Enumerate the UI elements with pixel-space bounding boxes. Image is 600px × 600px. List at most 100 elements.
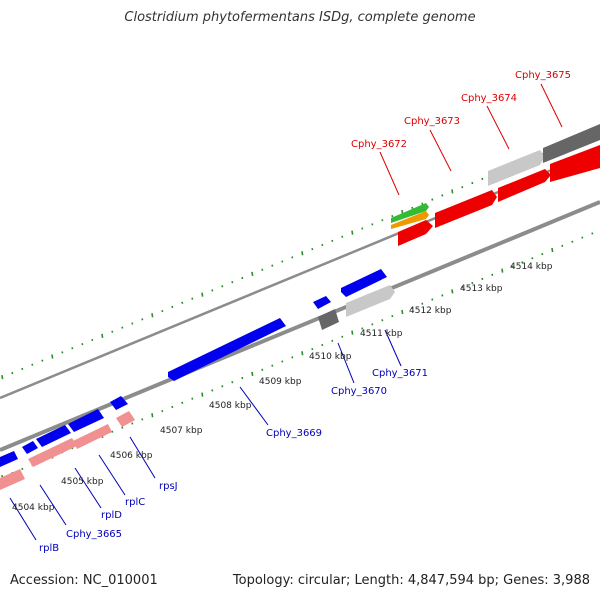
- kbp-label: 4512 kbp: [409, 306, 452, 316]
- gene-arrow[interactable]: [435, 190, 497, 228]
- minor-tick: [181, 401, 184, 404]
- kbp-label: 4508 kbp: [209, 401, 252, 411]
- gene-group-forward: [391, 124, 600, 246]
- kbp-label: 4505 kbp: [61, 477, 104, 487]
- gene-label[interactable]: Cphy_3673: [404, 116, 460, 127]
- minor-tick: [171, 305, 174, 309]
- gene-arrow[interactable]: [168, 318, 286, 381]
- minor-tick: [491, 273, 494, 276]
- minor-tick: [371, 323, 374, 326]
- major-tick: [501, 268, 504, 273]
- major-tick: [101, 333, 104, 338]
- gene-label[interactable]: Cphy_3672: [351, 139, 407, 150]
- major-tick: [451, 289, 454, 294]
- minor-tick: [511, 265, 514, 268]
- gene-arrow[interactable]: [116, 411, 135, 427]
- major-tick: [301, 351, 304, 356]
- gene-arrow[interactable]: [110, 396, 128, 410]
- genome-title: Clostridium phytofermentans ISDg, comple…: [124, 10, 476, 25]
- gene-group-reverse: [0, 269, 395, 490]
- minor-tick: [271, 264, 274, 267]
- minor-tick: [481, 177, 484, 181]
- kbp-label: 4507 kbp: [160, 426, 203, 436]
- minor-tick: [391, 214, 394, 218]
- gene-arrow[interactable]: [73, 424, 112, 449]
- minor-tick: [241, 276, 244, 280]
- minor-tick: [211, 289, 214, 292]
- minor-tick: [471, 181, 474, 185]
- minor-tick: [381, 319, 384, 322]
- gene-arrow[interactable]: [391, 203, 429, 223]
- gene-arrow[interactable]: [488, 150, 545, 186]
- kbp-label: 4513 kbp: [460, 284, 503, 294]
- minor-tick: [331, 339, 334, 343]
- gene-label[interactable]: rplD: [101, 510, 122, 521]
- minor-tick: [281, 260, 284, 263]
- minor-tick: [531, 257, 534, 260]
- kbp-label: 4509 kbp: [259, 377, 302, 387]
- gene-label[interactable]: Cphy_3671: [372, 368, 428, 379]
- minor-tick: [121, 326, 124, 329]
- minor-tick: [321, 343, 324, 347]
- minor-tick: [161, 309, 164, 313]
- gene-arrow[interactable]: [498, 169, 551, 202]
- major-tick: [201, 392, 204, 397]
- minor-tick: [271, 364, 274, 367]
- gene-label[interactable]: Cphy_3669: [266, 428, 322, 439]
- gene-arrow[interactable]: [341, 269, 387, 297]
- minor-tick: [361, 327, 364, 330]
- gene-arrow[interactable]: [28, 438, 77, 467]
- gene-label[interactable]: Cphy_3674: [461, 93, 517, 104]
- backbone-line: [0, 200, 600, 452]
- gene-arrow[interactable]: [313, 296, 331, 309]
- gene-arrow[interactable]: [391, 211, 429, 229]
- gene-arrow[interactable]: [68, 409, 104, 432]
- minor-tick: [191, 397, 194, 400]
- gene-label[interactable]: rplC: [125, 497, 145, 508]
- minor-tick: [521, 261, 524, 264]
- gene-label[interactable]: Cphy_3675: [515, 70, 571, 81]
- gene-label[interactable]: rpsJ: [159, 481, 178, 492]
- gene-arrow[interactable]: [36, 425, 71, 447]
- gene-label[interactable]: rplB: [39, 543, 59, 554]
- minor-tick: [231, 381, 234, 384]
- minor-tick: [141, 418, 144, 421]
- minor-tick: [311, 247, 314, 251]
- gene-arrow[interactable]: [543, 124, 600, 163]
- gene-arrow[interactable]: [550, 145, 600, 182]
- kbp-label: 4510 kbp: [309, 352, 352, 362]
- minor-tick: [411, 306, 414, 309]
- minor-tick: [211, 389, 214, 392]
- minor-tick: [171, 405, 174, 409]
- minor-tick: [221, 285, 224, 288]
- gene-arrow[interactable]: [22, 441, 38, 454]
- minor-tick: [361, 227, 364, 230]
- minor-tick: [31, 363, 34, 366]
- kbp-scale: 4504 kbp 4505 kbp 4506 kbp 4507 kbp 4508…: [12, 262, 553, 513]
- gene-arrow[interactable]: [346, 285, 395, 317]
- minor-tick: [381, 219, 384, 222]
- minor-tick: [581, 236, 584, 239]
- minor-tick: [321, 243, 324, 247]
- gene-arrow[interactable]: [0, 451, 18, 467]
- minor-tick: [241, 376, 244, 380]
- label-leaders: [9, 83, 563, 541]
- gene-arrow[interactable]: [398, 220, 433, 246]
- kbp-label: 4511 kbp: [360, 329, 403, 339]
- major-tick: [401, 309, 404, 315]
- major-tick: [51, 354, 54, 359]
- gene-label[interactable]: Cphy_3665: [66, 529, 122, 540]
- gene-arrow[interactable]: [0, 469, 25, 490]
- minor-tick: [431, 298, 434, 301]
- gene-arrow[interactable]: [318, 309, 339, 330]
- minor-tick: [191, 297, 194, 300]
- minor-tick: [111, 430, 114, 433]
- gene-label[interactable]: Cphy_3670: [331, 386, 387, 397]
- tick-track-inner: [1, 232, 594, 480]
- minor-tick: [441, 294, 444, 297]
- major-tick: [451, 189, 454, 194]
- minor-tick: [21, 367, 24, 371]
- minor-tick: [121, 426, 124, 429]
- minor-tick: [341, 335, 344, 338]
